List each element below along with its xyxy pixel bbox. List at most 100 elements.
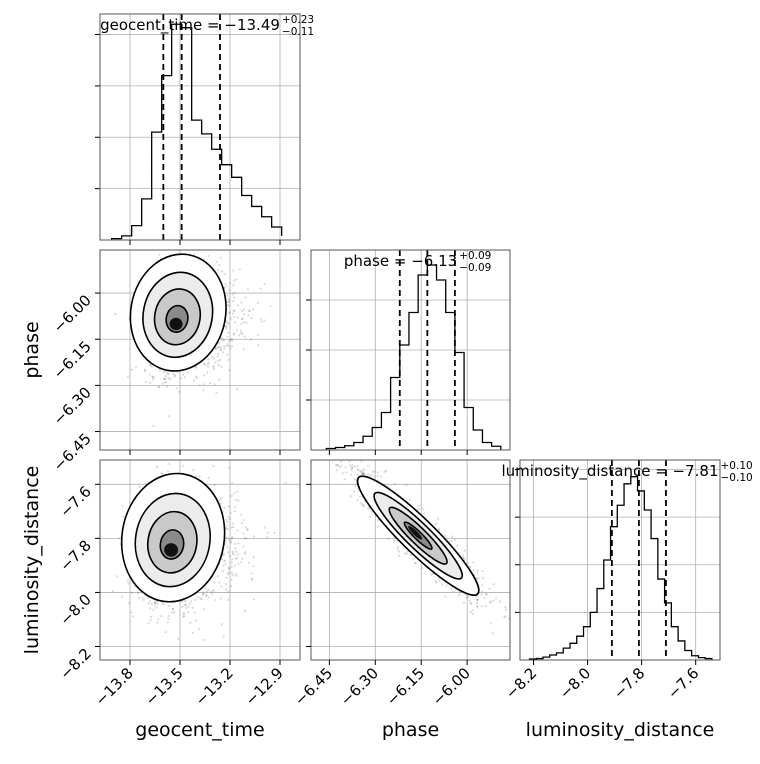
scatter-point <box>149 600 151 602</box>
scatter-point <box>247 288 249 290</box>
scatter-point <box>167 377 169 379</box>
title-minus: −0.09 <box>459 262 491 274</box>
scatter-point <box>227 321 229 323</box>
scatter-point <box>192 632 194 634</box>
scatter-point <box>167 615 169 617</box>
scatter-point <box>229 555 231 557</box>
scatter-point <box>228 298 230 300</box>
scatter-point <box>220 257 222 259</box>
scatter-point <box>232 526 234 528</box>
scatter-point <box>208 362 210 364</box>
hist-panel-phase: phase = −6.13+0.09−0.09 <box>306 250 510 450</box>
scatter-point <box>367 465 369 467</box>
scatter-point <box>138 597 140 599</box>
scatter-point <box>242 533 244 535</box>
scatter-point <box>235 499 237 501</box>
scatter-point <box>176 387 178 389</box>
scatter-point <box>454 539 456 541</box>
scatter-point <box>153 377 155 379</box>
scatter-point <box>230 585 232 587</box>
scatter-point <box>121 596 123 598</box>
scatter-point <box>202 593 204 595</box>
scatter-point <box>243 313 245 315</box>
scatter-point <box>222 565 224 567</box>
title-plus: +0.09 <box>459 250 491 262</box>
scatter-point <box>480 593 482 595</box>
hist-bars <box>326 265 501 450</box>
scatter-point <box>187 606 189 608</box>
scatter-point <box>184 376 186 378</box>
scatter-point <box>228 289 230 291</box>
scatter-point <box>444 535 446 537</box>
scatter-point <box>257 344 259 346</box>
scatter-point <box>228 345 230 347</box>
scatter-point <box>219 348 221 350</box>
scatter-point <box>243 519 245 521</box>
scatter-point <box>127 376 129 378</box>
scatter-point <box>437 518 439 520</box>
scatter-point <box>182 373 184 375</box>
scatter-point <box>220 597 222 599</box>
panel-title-phase: phase = −6.13 <box>344 252 457 270</box>
scatter-point <box>253 598 255 600</box>
scatter-point <box>225 326 227 328</box>
scatter-point <box>472 561 474 563</box>
scatter-point <box>229 282 231 284</box>
panel-title-luminosity_distance: luminosity_distance = −7.81 <box>501 462 718 481</box>
scatter-point <box>353 490 355 492</box>
scatter-point <box>350 495 352 497</box>
scatter-point <box>177 638 179 640</box>
scatter-point <box>127 580 129 582</box>
scatter-point <box>240 561 242 563</box>
scatter-point <box>243 308 245 310</box>
scatter-point <box>180 377 182 379</box>
scatter-point <box>181 606 183 608</box>
scatter-point <box>164 381 166 383</box>
scatter-point <box>225 583 227 585</box>
scatter-point <box>241 522 243 524</box>
scatter-point <box>135 366 137 368</box>
scatter-point <box>229 518 231 520</box>
scatter-point <box>218 499 220 501</box>
scatter-point <box>207 255 209 257</box>
scatter-point <box>230 538 232 540</box>
scatter-point <box>229 347 231 349</box>
scatter-point <box>203 639 205 641</box>
scatter-point <box>220 497 222 499</box>
title-label: phase = <box>344 252 411 270</box>
scatter-point <box>226 546 228 548</box>
scatter-point <box>228 369 230 371</box>
scatter-point <box>221 270 223 272</box>
scatter-point <box>156 622 158 624</box>
scatter-point <box>469 600 471 602</box>
panel-frame <box>520 460 720 660</box>
hist-panel-luminosity_distance: luminosity_distance = −7.81+0.10−0.10 <box>501 460 752 660</box>
scatter-point <box>348 451 350 453</box>
scatter-point <box>214 599 216 601</box>
scatter-point <box>228 301 230 303</box>
scatter-point <box>168 415 170 417</box>
scatter-point <box>226 285 228 287</box>
scatter-point <box>145 381 147 383</box>
scatter-point <box>205 587 207 589</box>
scatter-point <box>231 558 233 560</box>
scatter-point <box>218 364 220 366</box>
scatter-point <box>233 316 235 318</box>
scatter-point <box>198 628 200 630</box>
scatter-point <box>241 558 243 560</box>
scatter-point <box>190 600 192 602</box>
scatter-point <box>203 383 205 385</box>
scatter-point <box>263 319 265 321</box>
scatter-point <box>251 578 253 580</box>
scatter-point <box>228 505 230 507</box>
scatter-point <box>237 563 239 565</box>
scatter-point <box>232 300 234 302</box>
scatter-point <box>240 332 242 334</box>
scatter-point <box>218 342 220 344</box>
scatter-point <box>228 359 230 361</box>
scatter-point <box>234 510 236 512</box>
scatter-point <box>247 529 249 531</box>
scatter-point <box>183 613 185 615</box>
scatter-point <box>199 598 201 600</box>
